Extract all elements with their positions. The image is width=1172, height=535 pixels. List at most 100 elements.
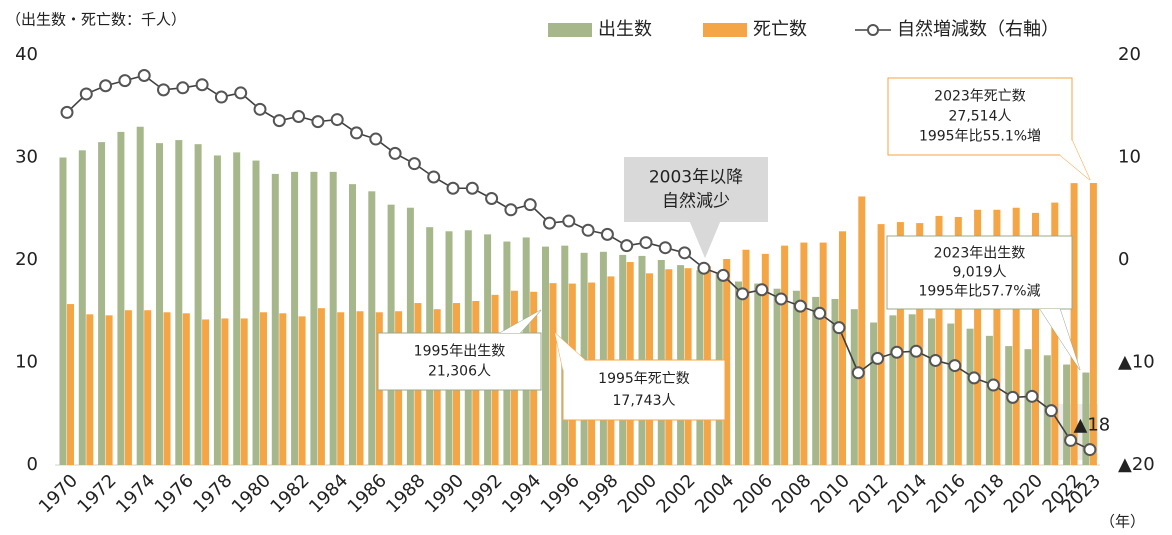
bar: [194, 144, 202, 466]
bar: [105, 315, 113, 465]
legend-swatch: [867, 24, 879, 36]
x-tick-label: 2018: [961, 470, 1008, 517]
bar: [870, 322, 878, 465]
callout-pointer-cover: [690, 222, 720, 258]
bar: [156, 143, 163, 465]
line-marker: [697, 261, 711, 275]
bar: [1024, 349, 1032, 465]
bar: [831, 298, 839, 465]
x-tick-label: 2010: [807, 470, 854, 517]
callout: 2023年死亡数 27,514人 1995年比55.1%増: [887, 77, 1091, 181]
line-marker: [330, 113, 344, 127]
x-tick-label: 1992: [459, 470, 506, 517]
x-tick-label: 1996: [537, 470, 584, 517]
callout: 1995年死亡数 17,743人: [554, 331, 726, 421]
bar: [928, 318, 935, 465]
bar: [761, 253, 769, 465]
bar: [368, 191, 376, 465]
y-tick-label: 20: [15, 249, 38, 270]
line-marker: [851, 366, 865, 380]
callout-box: [887, 77, 1073, 156]
legend-label: 出生数: [598, 19, 652, 40]
line-marker: [581, 223, 595, 237]
line-marker: [1025, 389, 1039, 403]
unit-label: （出生数・死亡数：千人）: [6, 11, 186, 29]
bar: [202, 319, 210, 465]
bar: [889, 315, 897, 465]
line-marker: [523, 198, 537, 212]
annotation: 1995年比57.7%減: [918, 283, 1040, 300]
y-tick-label: 30: [15, 147, 38, 168]
bar: [993, 209, 1001, 465]
bar: [144, 310, 152, 465]
line-marker: [157, 83, 170, 97]
bar: [260, 312, 267, 465]
bar: [279, 313, 287, 465]
line-marker: [1006, 390, 1020, 404]
y2-tick-label: 10: [1118, 147, 1141, 168]
line-marker: [369, 132, 383, 146]
bar: [163, 312, 171, 465]
x-tick-label: 2020: [1000, 470, 1047, 517]
bar: [86, 314, 94, 465]
x-tick-label: 1982: [266, 470, 313, 517]
bar: [985, 335, 993, 465]
bar: [59, 157, 67, 465]
line-marker: [79, 87, 93, 101]
bar: [67, 304, 74, 465]
x-tick-label: 1988: [382, 470, 429, 517]
line-marker: [736, 287, 749, 301]
y2-tick-label: ▲20: [1118, 454, 1155, 475]
bar: [954, 216, 962, 465]
y-tick-label: 10: [15, 352, 38, 373]
bar: [337, 312, 345, 465]
bar: [1005, 346, 1013, 465]
bar: [317, 308, 325, 465]
y2-tick-label: 0: [1118, 249, 1129, 270]
line-marker: [60, 105, 74, 119]
bar: [117, 131, 125, 465]
bar: [329, 171, 337, 465]
line-marker: [195, 78, 209, 92]
bar: [947, 323, 955, 465]
annotation: 2023年死亡数: [934, 89, 1026, 105]
line-marker: [137, 69, 151, 82]
line-marker: [1064, 433, 1078, 447]
x-tick-label: 1986: [344, 470, 391, 517]
line-marker: [388, 146, 402, 160]
bar: [271, 173, 279, 465]
callout-box: [624, 157, 768, 222]
annotation: 21,306人: [428, 364, 491, 380]
callout-box: [377, 332, 542, 391]
annotation: 9,019人: [952, 265, 1006, 281]
line-marker: [678, 246, 692, 260]
line-marker: [214, 90, 228, 104]
bar: [1051, 202, 1059, 465]
bar: [781, 245, 789, 465]
callout-box: [562, 359, 726, 421]
line-marker: [793, 299, 807, 313]
x-tick-label: 1990: [421, 470, 468, 517]
line-marker: [446, 181, 460, 195]
bar: [1082, 372, 1090, 465]
line-marker: [504, 203, 518, 217]
callout-pointer-cover: [1040, 309, 1080, 370]
line-marker: [176, 81, 190, 95]
bar: [1063, 364, 1071, 465]
x-tick-label: 1994: [498, 470, 545, 517]
line-marker: [272, 114, 286, 128]
line-marker: [427, 170, 441, 184]
x-tick-label: 2012: [845, 470, 892, 517]
bar: [773, 288, 781, 465]
bar: [78, 150, 86, 465]
bar: [935, 215, 943, 465]
line-marker: [832, 321, 846, 335]
x-tick-label: 1976: [151, 470, 198, 517]
bar: [356, 311, 364, 465]
data-label: ▲18: [1074, 415, 1111, 436]
line-marker: [465, 181, 479, 195]
bar: [136, 126, 144, 465]
line-marker: [253, 102, 267, 116]
